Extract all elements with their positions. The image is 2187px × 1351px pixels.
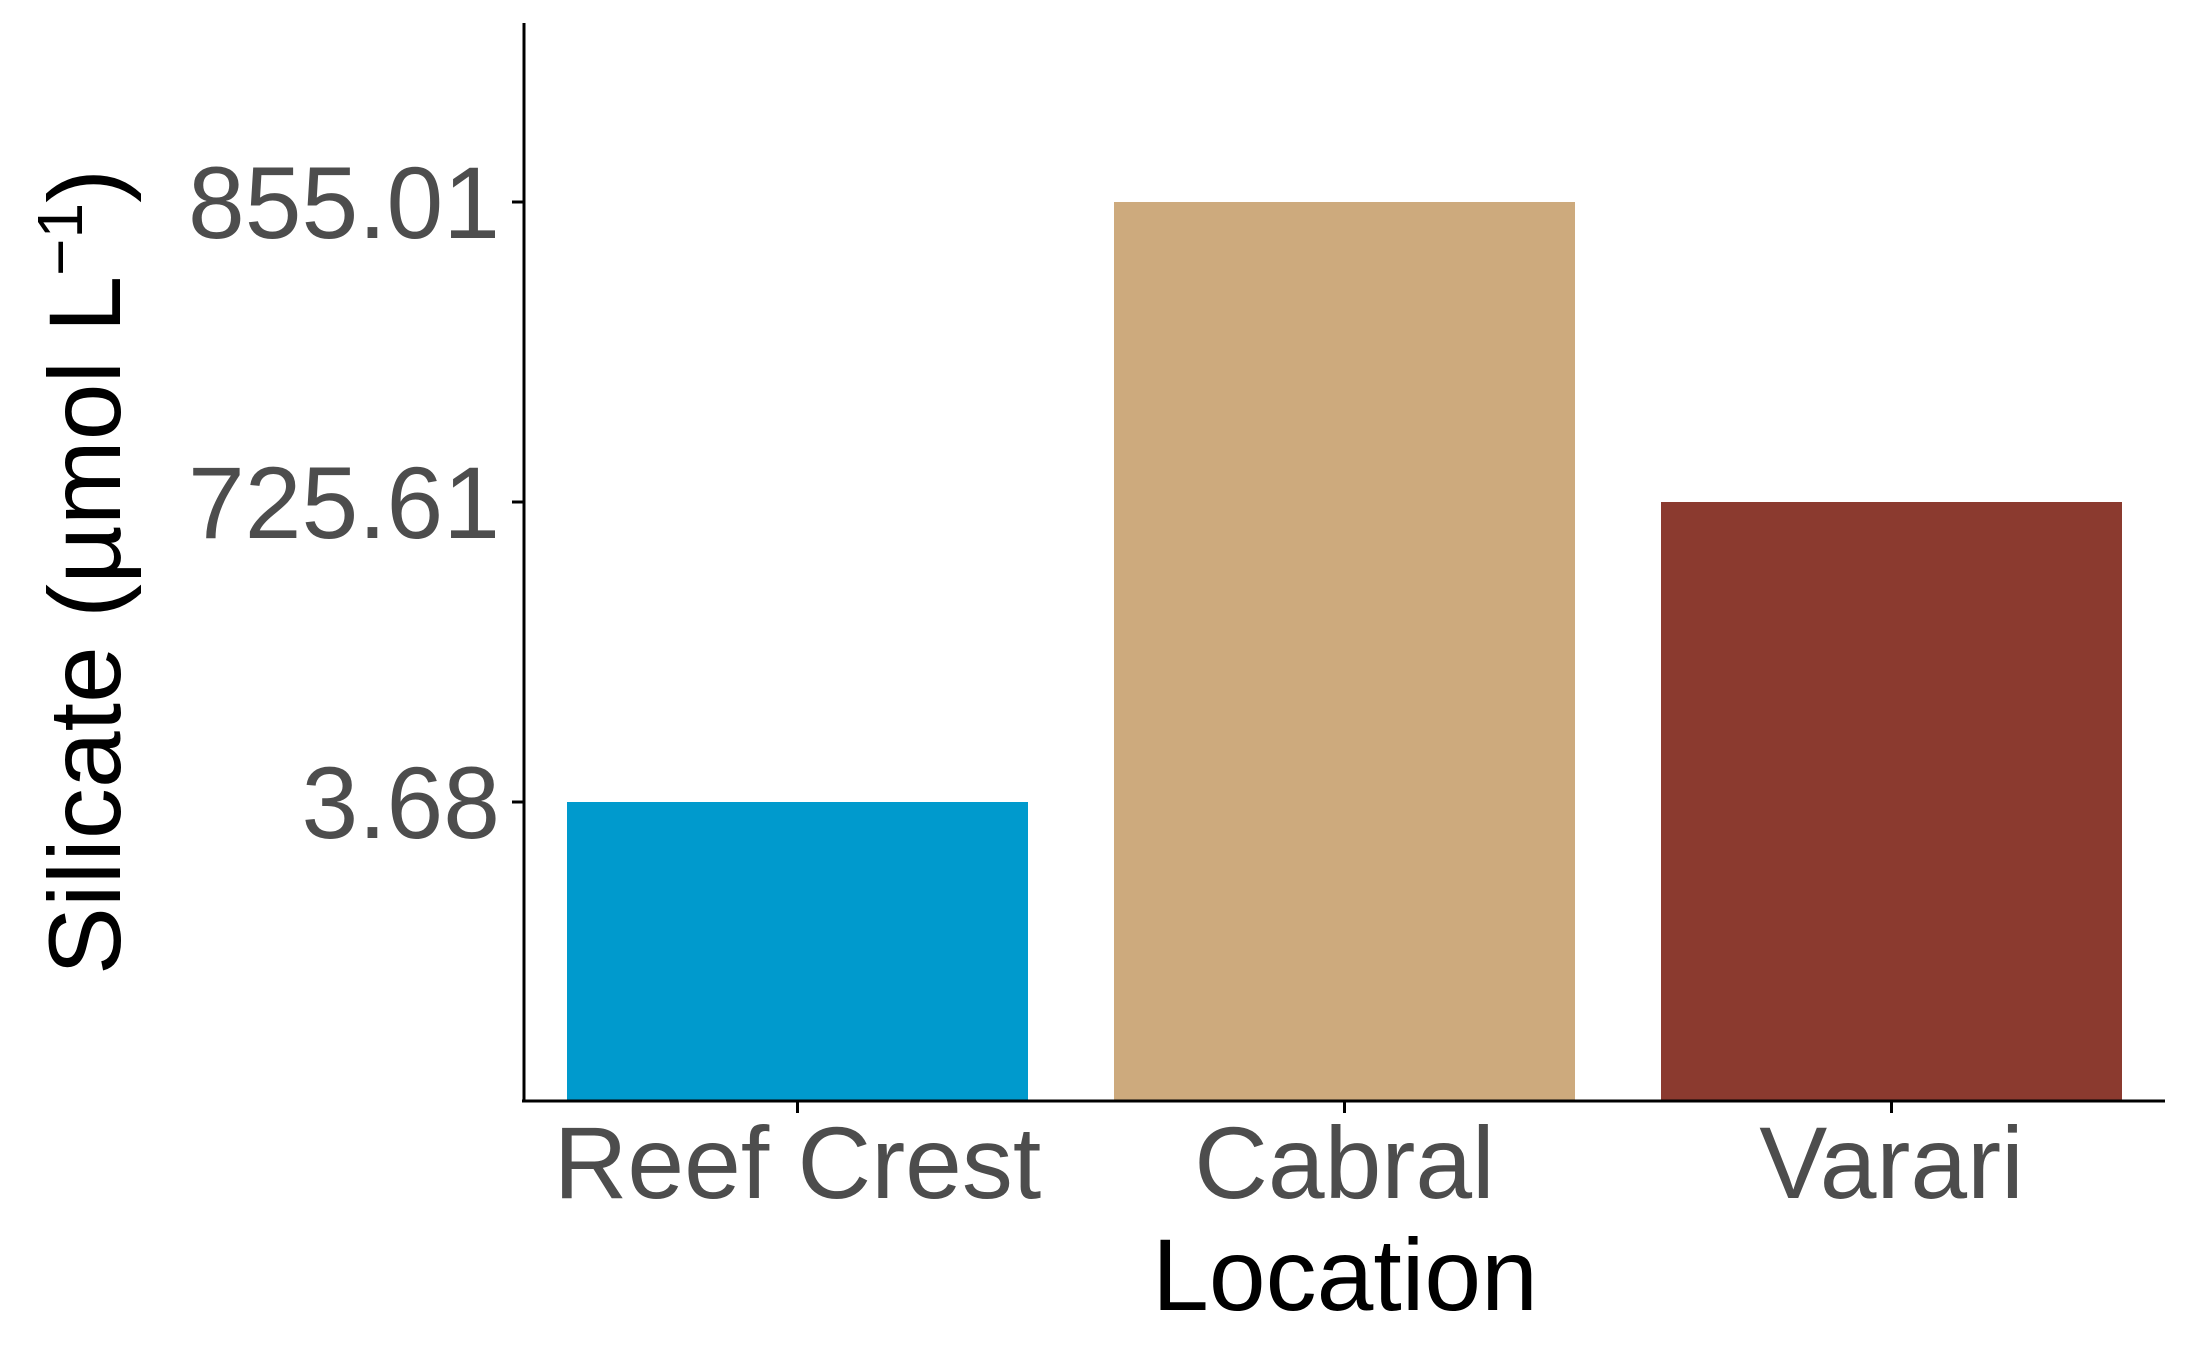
y-axis-title-superscript: −1 — [24, 203, 96, 276]
y-tick-label: 725.61 — [188, 446, 500, 560]
y-axis-title-main: Silicate ( — [28, 584, 142, 975]
y-ticks-layer: 3.68 725.61 855.01 — [188, 146, 524, 860]
y-tick-label: 3.68 — [301, 746, 500, 860]
y-axis-title-unit: µmol L — [28, 276, 142, 584]
x-axis-title: Location — [1152, 1218, 1538, 1332]
bar-varari — [1661, 502, 2122, 1101]
y-axis-title: Silicate (µmol L−1) — [24, 169, 142, 975]
x-tick-label: Varari — [1759, 1106, 2024, 1220]
bar-cabral — [1114, 202, 1575, 1101]
y-tick-label: 855.01 — [188, 146, 500, 260]
x-tick-label: Reef Crest — [554, 1106, 1042, 1220]
bar-reef-crest — [567, 802, 1028, 1101]
x-ticks-layer: Reef Crest Cabral Varari — [554, 1101, 2024, 1220]
x-tick-label: Cabral — [1194, 1106, 1494, 1220]
y-axis-title-close: ) — [28, 169, 142, 203]
bars-layer — [567, 202, 2122, 1101]
